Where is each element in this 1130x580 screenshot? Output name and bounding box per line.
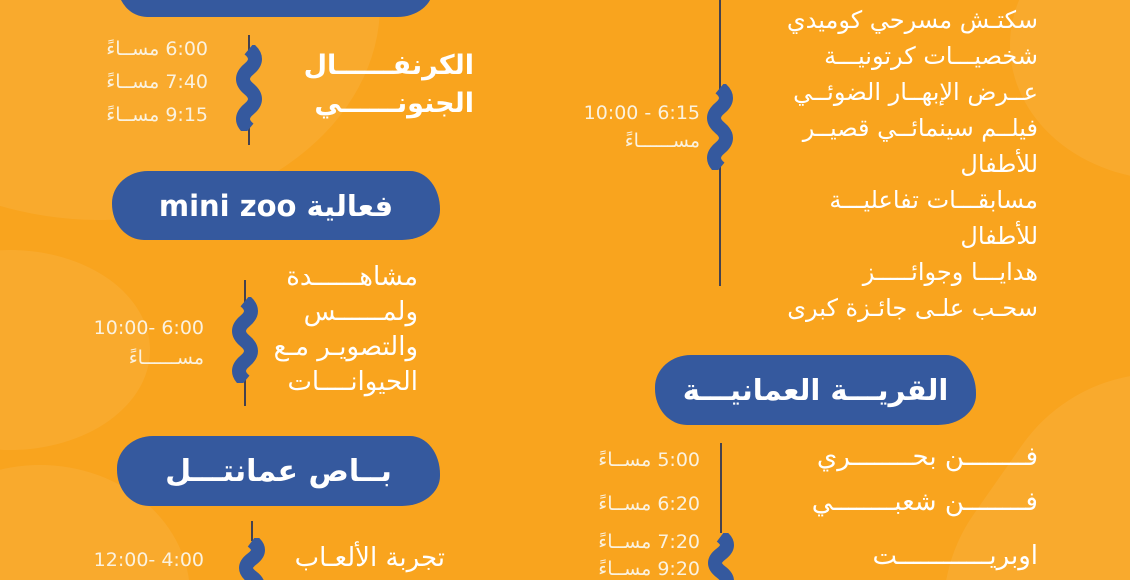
brace-icon: [707, 84, 733, 170]
event-time: 5:00 مســاءً: [598, 449, 700, 471]
event-time: 7:40 مســاءً: [106, 71, 208, 93]
village-row2-time: 6:20 مســاءً: [560, 491, 700, 517]
village-row1-time: 5:00 مســاءً: [560, 447, 700, 473]
show-item: هدايـــا وجوائـــــز: [862, 258, 1038, 286]
show-items-list: سكتـش مسرحي كوميدي شخصيـــات كرتونيـــة …: [726, 2, 1038, 326]
badge-omani-village: القريـــة العمانيـــة: [655, 355, 976, 425]
show-item: مسابقـــات تفاعليـــة للأطفال: [829, 186, 1038, 250]
show-times: 6:15 - 10:00 مســــــاءً: [575, 99, 700, 155]
brace-icon: [239, 538, 265, 580]
carnival-times: 6:00 مســاءً 7:40 مســاءً 9:15 مســاءً: [40, 33, 208, 132]
event-time-range: 6:15 - 10:00: [583, 102, 700, 124]
event-time: 9:15 مســاءً: [106, 104, 208, 126]
badge-omantel-bus: بــاص عمانتـــل: [117, 436, 440, 506]
show-item: سحـب علـى جائـزة كبرى: [787, 294, 1038, 322]
mini-zoo-desc-line: ولمــــــس: [303, 297, 418, 327]
games-activity-label: تجربة الألعـاب: [294, 543, 445, 573]
mini-zoo-desc-line: والتصويـر مـع: [273, 332, 418, 362]
mini-zoo-connector: [232, 280, 258, 406]
event-time-range: 4:00 -12:00: [93, 549, 204, 571]
village-activity: اوبريــــــــــــت: [872, 541, 1038, 571]
badge-top-partial: [117, 0, 433, 17]
games-time: 4:00 -12:00: [36, 546, 204, 574]
event-time: 9:20 مســاءً: [598, 558, 700, 580]
games-connector: [239, 521, 265, 580]
village-row3-label: اوبريــــــــــــت: [726, 541, 1038, 571]
show-item: عــرض الإبهــار الضوئــي: [793, 78, 1038, 106]
brace-icon: [236, 45, 262, 131]
event-time: 7:20 مســاءً: [598, 531, 700, 553]
badge-omani-village-label: القريـــة العمانيـــة: [682, 373, 949, 407]
show-item: سكتـش مسرحي كوميدي: [786, 6, 1038, 34]
carnival-title: الكرنفــــــال الجنونــــــي: [258, 47, 474, 123]
brace-icon: [232, 297, 258, 383]
mini-zoo-desc-line: مشاهــــــدة: [286, 262, 418, 292]
village-row3-times: 7:20 مســاءً 9:20 مســاءً: [560, 529, 700, 580]
carnival-connector: [236, 35, 262, 145]
badge-mini-zoo-label: فعالية mini zoo: [158, 188, 394, 223]
event-time-unit: مســــــاءً: [624, 130, 700, 152]
village-activity: فــــــــن شعبــــــــي: [811, 487, 1038, 517]
carnival-title-line1: الكرنفــــــال: [303, 50, 474, 81]
mini-zoo-times: 6:00 -10:00 مســــــاءً: [36, 313, 204, 373]
event-time-range: 6:00 -10:00: [93, 317, 204, 339]
carnival-title-line2: الجنونــــــي: [314, 88, 474, 119]
village-activity: فــــــــن بحــــــــري: [816, 442, 1038, 472]
village-row1-label: فــــــــن بحــــــــري: [726, 442, 1038, 472]
brace-icon: [708, 533, 734, 580]
show-item: فيلــم سينمائــي قصيــر للأطفال: [802, 114, 1038, 178]
badge-omantel-bus-label: بــاص عمانتـــل: [165, 453, 392, 489]
event-time: 6:00 مســاءً: [106, 38, 208, 60]
village-connector: [708, 443, 734, 580]
mini-zoo-desc-line: الحيوانــــات: [287, 367, 418, 397]
show-connector: [707, 0, 733, 286]
mini-zoo-description: مشاهــــــدة ولمــــــس والتصويـر مـع ال…: [240, 260, 418, 400]
event-time: 6:20 مســاءً: [598, 493, 700, 515]
badge-mini-zoo: فعالية mini zoo: [112, 171, 440, 240]
event-time-unit: مســــــاءً: [128, 347, 204, 369]
games-activity: تجربة الألعـاب: [255, 541, 445, 575]
show-item: شخصيـــات كرتونيـــة: [824, 42, 1038, 70]
timeline-line: [251, 521, 253, 541]
timeline-line: [720, 443, 722, 533]
village-row2-label: فــــــــن شعبــــــــي: [726, 487, 1038, 517]
